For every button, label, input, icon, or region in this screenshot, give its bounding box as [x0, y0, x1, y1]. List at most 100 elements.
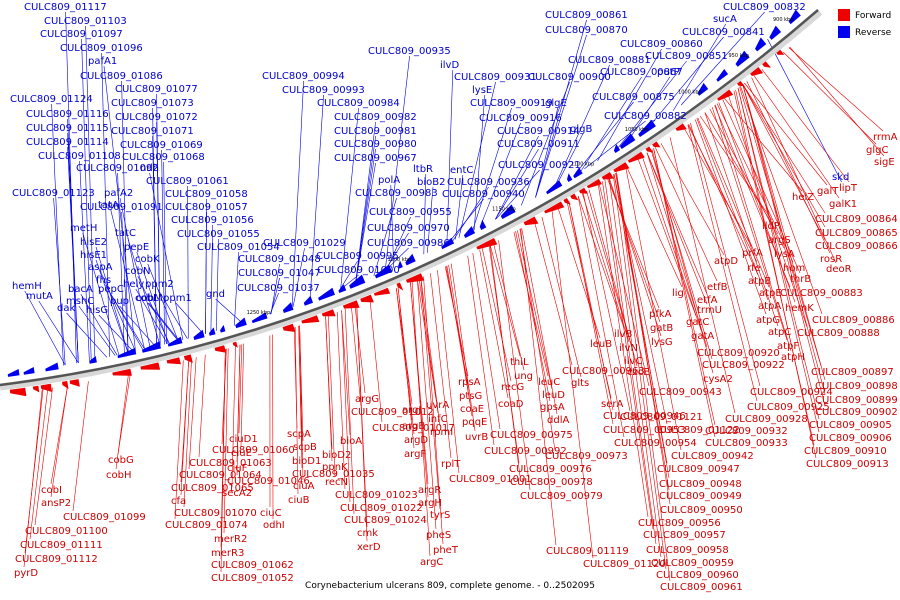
forward-gene-label-culc809-00947: CULC809_00947 — [657, 464, 740, 475]
reverse-gene-block-31 — [716, 69, 729, 82]
forward-gene-label-gata: gatA — [691, 331, 714, 342]
reverse-line-hisg — [98, 314, 134, 352]
forward-gene-label-ciua: ciuA — [293, 481, 315, 492]
reverse-line-culc809-00867 — [580, 76, 642, 172]
forward-gene-label-culc809-00866: CULC809_00866 — [815, 241, 898, 252]
reverse-gene-block-14 — [318, 287, 335, 301]
reverse-gene-label-culc809-01054: CULC809_01054 — [197, 242, 280, 253]
reverse-line-culc809-00921 — [495, 169, 540, 220]
forward-gene-label-culc809-00932: CULC809_00932 — [705, 426, 788, 437]
forward-gene-label-culc809-01017: CULC809_01017 — [372, 423, 455, 434]
forward-gene-label-culc809-01100: CULC809_01100 — [25, 526, 108, 537]
legend-reverse-swatch — [838, 26, 850, 38]
forward-gene-label-culc809-00957: CULC809_00957 — [643, 530, 726, 541]
reverse-line-hise2 — [95, 246, 129, 353]
forward-line-cobi — [50, 384, 68, 485]
forward-gene-label-culc809-00946: CULC809_00946 — [603, 411, 686, 422]
forward-line-culc809-00954 — [577, 195, 625, 438]
genome-title: Corynebacterium ulcerans 809, complete g… — [305, 581, 595, 591]
forward-gene-label-rrma: rrmA — [873, 132, 898, 143]
forward-gene-label-culc809-00992: CULC809_00992 — [484, 446, 567, 457]
tick-label-1050-kbp: 1050 kbp — [625, 127, 649, 133]
forward-gene-label-thrb: thrB — [790, 274, 811, 285]
forward-line-culc809-00913 — [735, 89, 817, 459]
reverse-line-ilvd — [446, 69, 454, 244]
forward-line-ciub — [294, 327, 299, 495]
forward-gene-block-14 — [342, 300, 360, 309]
forward-gene-block-9 — [214, 345, 227, 353]
reverse-line-culc809-00995 — [339, 260, 358, 290]
reverse-line-culc809-01091 — [121, 211, 129, 353]
tick-label-1100-kbp: 1100 kbp — [571, 161, 595, 167]
forward-gene-block-26 — [601, 172, 614, 180]
reverse-line-culc809-00914 — [495, 135, 539, 220]
forward-line-rrma — [788, 47, 884, 132]
forward-gene-label-culc809-00956: CULC809_00956 — [638, 518, 721, 529]
forward-line-culc809-00960 — [612, 174, 667, 570]
reverse-gene-block-13 — [303, 295, 313, 306]
reverse-line-culc809-00983 — [373, 197, 397, 277]
forward-gene-label-leub: leuB — [590, 339, 612, 350]
forward-gene-label-culc809-01012: CULC809_01012 — [351, 407, 434, 418]
forward-gene-label-culc809-01112: CULC809_01112 — [15, 554, 98, 565]
reverse-gene-label-culc809-01092: CULC809_01092 — [76, 163, 159, 174]
forward-gene-label-rpmi: rpmI — [430, 427, 453, 438]
forward-gene-label-argc: argC — [420, 557, 443, 568]
forward-gene-label-etfb: etfB — [707, 282, 728, 293]
forward-gene-label-culc809-00883: CULC809_00883 — [780, 288, 863, 299]
forward-line-culc809-01064 — [188, 357, 197, 470]
forward-gene-label-phes: pheS — [426, 530, 451, 541]
forward-gene-block-2 — [40, 383, 53, 392]
forward-gene-label-culc809-00973: CULC809_00973 — [545, 451, 628, 462]
forward-line-argb — [396, 288, 413, 421]
reverse-gene-label-culc809-01108: CULC809_01108 — [38, 151, 121, 162]
forward-gene-block-15 — [360, 294, 374, 303]
reverse-gene-label-culc809-00993: CULC809_00993 — [282, 85, 365, 96]
reverse-label-lines — [24, 11, 842, 366]
forward-gene-label-culc809-00910: CULC809_00910 — [804, 446, 887, 457]
reverse-gene-block-32 — [735, 50, 750, 67]
reverse-gene-block-3 — [89, 356, 97, 364]
forward-line-culc809-00975 — [472, 253, 501, 430]
reverse-gene-block-24 — [546, 180, 563, 195]
forward-line-culc809-00906 — [737, 87, 820, 433]
reverse-line-aspa — [100, 271, 136, 352]
forward-gene-label-culc809-00942: CULC809_00942 — [671, 451, 754, 462]
reverse-gene-block-23 — [500, 204, 516, 219]
reverse-gene-label-culc809-00994: CULC809_00994 — [262, 71, 345, 82]
forward-line-culc809-00992 — [467, 255, 495, 446]
forward-line-argg — [354, 305, 366, 394]
forward-line-merr2 — [223, 348, 229, 534]
reverse-gene-label-culc809-01123: CULC809_01123 — [12, 188, 95, 199]
legend-forward-swatch — [838, 9, 850, 21]
reverse-gene-label-culc809-01058: CULC809_01058 — [165, 189, 248, 200]
reverse-line-pup — [119, 305, 156, 347]
tick-label-1200-kbp: 1200 kbp — [388, 257, 412, 263]
reverse-line-culc809-00832 — [680, 11, 765, 106]
reverse-gene-block-2 — [45, 362, 59, 372]
forward-gene-block-30 — [652, 141, 661, 148]
forward-gene-label-argj: argJ — [402, 405, 421, 416]
forward-line-seca2 — [231, 346, 236, 488]
forward-gene-label-culc809-01070: CULC809_01070 — [174, 508, 257, 519]
forward-gene-label-glgc: glgC — [866, 145, 888, 156]
reverse-gene-label-pepc: pepC — [98, 284, 124, 295]
reverse-line-skd — [767, 39, 842, 183]
reverse-gene-block-17 — [374, 264, 393, 279]
forward-gene-label-argh: argH — [418, 498, 442, 509]
reverse-gene-label-hise1: hisE1 — [80, 250, 107, 261]
legend: Forward Reverse — [838, 9, 892, 38]
reverse-gene-label-culc809-01037: CULC809_01037 — [237, 283, 320, 294]
reverse-gene-block-27 — [613, 144, 621, 153]
forward-line-uvra — [417, 279, 437, 400]
reverse-gene-label-culc809-00955: CULC809_00955 — [369, 207, 452, 218]
reverse-gene-label-culc809-00832: CULC809_00832 — [723, 2, 806, 13]
reverse-line-ndh — [149, 172, 184, 340]
reverse-line-culc809-01086 — [121, 80, 129, 353]
reverse-gene-label-culc809-01072: CULC809_01072 — [115, 112, 198, 123]
reverse-gene-label-culc809-00980: CULC809_00980 — [334, 139, 417, 150]
kbp-ticks: 900 kbp 950 kbp 1000 kbp 1050 kbp 1100 kbp 11… — [247, 17, 794, 316]
forward-gene-labels: rrmAglgCsigElipTgalTgalK1helZCULC809_008… — [14, 132, 898, 593]
reverse-gene-label-pepe: pepE — [124, 242, 149, 253]
reverse-gene-label-culc809-01086: CULC809_01086 — [80, 71, 163, 82]
